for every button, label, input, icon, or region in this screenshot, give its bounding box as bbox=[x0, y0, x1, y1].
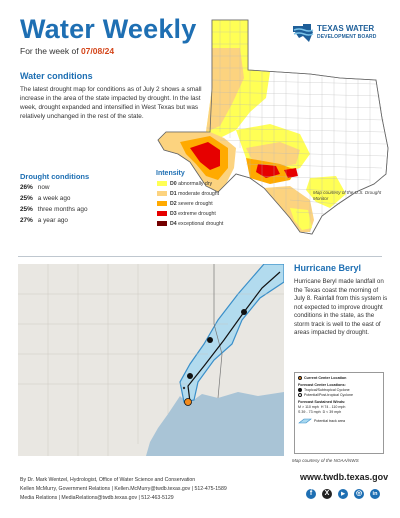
hurricane-legend: Current Center Location Forecast Center … bbox=[294, 372, 384, 454]
facebook-icon[interactable]: f bbox=[306, 489, 316, 499]
texas-drought-map bbox=[157, 19, 389, 235]
youtube-icon[interactable]: ▶ bbox=[338, 489, 348, 499]
legend-winds-row: S 39 - 73 mph D < 39 mph bbox=[298, 410, 342, 414]
hurricane-heading: Hurricane Beryl bbox=[294, 263, 362, 273]
website-link[interactable]: www.twdb.texas.gov bbox=[300, 472, 389, 482]
hurricane-map-credit: Map courtesy of the NOAA/NWS bbox=[292, 458, 359, 463]
legend-post: Potential/Post-tropical Cyclone bbox=[298, 393, 380, 398]
linkedin-icon[interactable]: in bbox=[370, 489, 380, 499]
legend-tropical: Tropical/Subtropical Cyclone bbox=[298, 388, 380, 393]
drought-stat: 25% a week ago bbox=[20, 195, 71, 202]
legend-forecast-title: Forecast Center Locations: bbox=[298, 383, 346, 387]
land-area bbox=[18, 264, 284, 456]
intensity-legend-item: D4 exceptional drought bbox=[157, 221, 223, 227]
legend-swatch bbox=[157, 221, 167, 227]
legend-swatch bbox=[157, 181, 167, 187]
legend-current: Current Center Location bbox=[298, 376, 380, 381]
tropical-cyclone-icon bbox=[298, 388, 302, 393]
newsletter-title: Water Weekly bbox=[20, 14, 197, 44]
intensity-legend-item: D3 extreme drought bbox=[157, 211, 216, 217]
track-area-icon bbox=[298, 418, 312, 424]
week-line: For the week of 07/08/24 bbox=[20, 46, 115, 56]
current-center bbox=[184, 398, 192, 406]
x-icon[interactable]: X bbox=[322, 489, 332, 499]
d3-south2 bbox=[284, 168, 298, 178]
storm-track bbox=[187, 271, 281, 403]
forecast-point bbox=[207, 337, 213, 343]
forecast-point bbox=[187, 373, 193, 379]
legend-winds-title: Forecast Sustained Winds: bbox=[298, 400, 346, 404]
twdb-logo-icon bbox=[293, 24, 314, 42]
d0-coast bbox=[306, 176, 346, 208]
d0-valley bbox=[290, 208, 312, 230]
legend-track: Potential track area bbox=[298, 418, 380, 424]
media-line[interactable]: Media Relations | MediaRelations@twdb.te… bbox=[20, 495, 174, 501]
legend-winds-row: M > 110 mph H 74 - 110 mph bbox=[298, 405, 346, 409]
drought-stat: 26% now bbox=[20, 184, 50, 191]
logo-text-line2: DEVELOPMENT BOARD bbox=[317, 34, 377, 40]
contact-line[interactable]: Kellen McMurry, Government Relations | K… bbox=[20, 486, 227, 492]
intensity-legend-item: D2 severe drought bbox=[157, 201, 213, 207]
post-tropical-icon bbox=[298, 393, 302, 398]
current-center-icon bbox=[298, 376, 302, 381]
drought-conditions-heading: Drought conditions bbox=[20, 172, 90, 181]
city-marker bbox=[182, 386, 186, 390]
twdb-logo[interactable]: TEXAS WATER DEVELOPMENT BOARD bbox=[291, 22, 391, 48]
hurricane-text: Hurricane Beryl made landfall on the Tex… bbox=[294, 278, 388, 336]
section-divider bbox=[18, 256, 382, 257]
legend-swatch bbox=[157, 201, 167, 207]
drought-map-credit: Map courtesy of the U.S. Drought Monitor bbox=[313, 190, 382, 201]
intensity-heading: Intensity bbox=[156, 170, 185, 177]
hurricane-track-map bbox=[18, 264, 284, 456]
d3-west bbox=[190, 142, 220, 170]
logo-text-line1: TEXAS WATER bbox=[317, 24, 375, 33]
intensity-legend-item: D0 abnormally dry bbox=[157, 181, 212, 187]
social-links: f X ▶ ◎ in bbox=[306, 489, 386, 501]
drought-stat: 27% a year ago bbox=[20, 217, 68, 224]
legend-swatch bbox=[157, 191, 167, 197]
water-conditions-heading: Water conditions bbox=[20, 71, 93, 81]
forecast-point bbox=[241, 309, 247, 315]
intensity-legend-item: D1 moderate drought bbox=[157, 191, 219, 197]
author-line: By Dr. Mark Wentzel, Hydrologist, Office… bbox=[20, 477, 196, 483]
d1-area bbox=[206, 48, 244, 132]
drought-stat: 25% three months ago bbox=[20, 206, 88, 213]
instagram-icon[interactable]: ◎ bbox=[354, 489, 364, 499]
week-date: 07/08/24 bbox=[80, 46, 115, 56]
legend-swatch bbox=[157, 211, 167, 217]
water-conditions-text: The latest drought map for conditions as… bbox=[20, 86, 202, 120]
